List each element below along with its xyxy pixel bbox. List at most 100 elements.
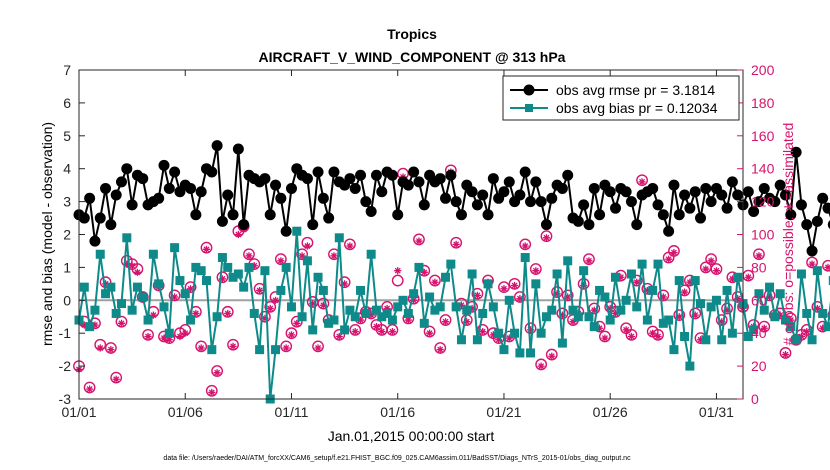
- obs-assimilated-point: [112, 375, 120, 383]
- obs-assimilated-point: [96, 344, 104, 352]
- y-left-tick-label: -1: [59, 325, 72, 341]
- y-left-axis-ticks: -3 -2 -1 0 1 2 3 4 5 6 7: [59, 62, 85, 407]
- y-left-tick-label: 2: [63, 227, 71, 243]
- obs-assimilated-point: [250, 262, 258, 270]
- obs-assimilated-point: [383, 304, 391, 313]
- obs-assimilated-point: [91, 321, 99, 329]
- bias-point: [573, 312, 583, 322]
- rmse-point: [631, 219, 643, 231]
- obs-assimilated-point: [712, 267, 721, 275]
- bias-point: [329, 315, 339, 325]
- bias-point: [106, 282, 116, 292]
- bias-point: [255, 345, 265, 355]
- bias-point: [302, 256, 312, 266]
- obs-assimilated-point: [696, 336, 705, 344]
- y-left-tick-label: 5: [63, 128, 71, 144]
- bias-point: [143, 315, 153, 325]
- rmse-point: [94, 212, 106, 224]
- obs-assimilated-point: [590, 306, 598, 314]
- bias-point: [642, 315, 652, 325]
- y-right-tick-label: 200: [751, 62, 775, 78]
- obs-assimilated-point: [245, 252, 253, 260]
- rmse-point: [758, 182, 770, 194]
- obs-assimilated-point: [479, 327, 487, 336]
- rmse-point: [264, 209, 276, 221]
- bias-point: [531, 279, 541, 289]
- obs-assimilated-point: [564, 293, 572, 301]
- bias-point: [802, 308, 812, 318]
- rmse-point: [216, 215, 228, 227]
- rmse-point: [620, 186, 632, 198]
- rmse-point: [402, 179, 414, 191]
- bias-point: [541, 312, 551, 322]
- obs-assimilated-point: [367, 311, 375, 319]
- bias-point: [791, 335, 801, 345]
- y-right-tick-label: 40: [751, 325, 767, 341]
- bias-point: [318, 285, 328, 295]
- chart-title: Tropics: [387, 26, 437, 42]
- bias-point: [557, 338, 567, 348]
- bias-point: [812, 266, 822, 276]
- bias-point: [796, 269, 806, 279]
- obs-assimilated-point: [181, 329, 189, 337]
- obs-assimilated-point: [202, 245, 211, 253]
- obs-assimilated-point: [819, 324, 827, 332]
- bias-point: [180, 289, 190, 299]
- bias-point: [271, 345, 281, 355]
- y-right-tick-label: 60: [751, 292, 767, 308]
- bias-point: [212, 312, 222, 322]
- rmse-point: [556, 182, 568, 194]
- rmse-point: [455, 209, 467, 221]
- rmse-point: [275, 192, 287, 204]
- x-tick-label: 01/01: [61, 404, 96, 420]
- rmse-point: [652, 199, 664, 211]
- bias-point: [403, 308, 413, 318]
- bias-point: [286, 302, 296, 312]
- obs-assimilated-point: [101, 280, 110, 288]
- obs-assimilated-point: [649, 329, 657, 337]
- bias-point: [632, 302, 642, 312]
- obs-assimilated-point: [425, 329, 434, 337]
- bias-point: [488, 302, 498, 312]
- obs-assimilated-point: [659, 293, 667, 301]
- rmse-point: [349, 182, 361, 194]
- chart-subtitle: AIRCRAFT_V_WIND_COMPONENT @ 313 hPa: [259, 49, 566, 65]
- obs-assimilated-point: [303, 242, 312, 250]
- rmse-point: [721, 202, 733, 214]
- rmse-point: [657, 209, 669, 221]
- obs-assimilated-point: [808, 260, 816, 268]
- obs-assimilated-point: [277, 257, 285, 265]
- legend: obs avg rmse pr = 3.1814 obs avg bias pr…: [502, 75, 740, 121]
- obs-assimilated-point: [107, 346, 115, 354]
- rmse-point: [386, 169, 398, 181]
- obs-assimilated-point: [330, 252, 338, 260]
- legend-rmse-dot: [523, 84, 535, 96]
- bias-point: [807, 335, 817, 345]
- obs-assimilated-point: [256, 286, 264, 295]
- obs-assimilated-point: [457, 301, 466, 309]
- bias-point: [340, 325, 350, 335]
- bias-point: [595, 285, 605, 295]
- rmse-point: [540, 219, 552, 231]
- rmse-point: [392, 209, 404, 221]
- bias-point: [217, 253, 227, 263]
- bias-point: [499, 345, 509, 355]
- legend-bias-square: [525, 104, 533, 112]
- obs-assimilated-point: [319, 301, 327, 309]
- y-right-tick-label: 140: [751, 161, 775, 177]
- rmse-point: [121, 163, 133, 175]
- rmse-point: [578, 199, 590, 211]
- rmse-point: [684, 202, 696, 214]
- bias-point: [616, 305, 626, 315]
- legend-rmse-label: obs avg rmse pr = 3.1814: [556, 82, 715, 98]
- bias-point: [186, 315, 196, 325]
- bias-point: [127, 305, 137, 315]
- rmse-point: [466, 186, 478, 198]
- obs-assimilated-point: [261, 314, 269, 322]
- rmse-point: [503, 176, 515, 188]
- y-right-tick-label: 20: [751, 358, 767, 374]
- obs-assimilated-point: [585, 257, 593, 265]
- obs-assimilated-point: [595, 324, 604, 332]
- bias-point: [356, 285, 366, 295]
- obs-assimilated-point: [787, 316, 795, 324]
